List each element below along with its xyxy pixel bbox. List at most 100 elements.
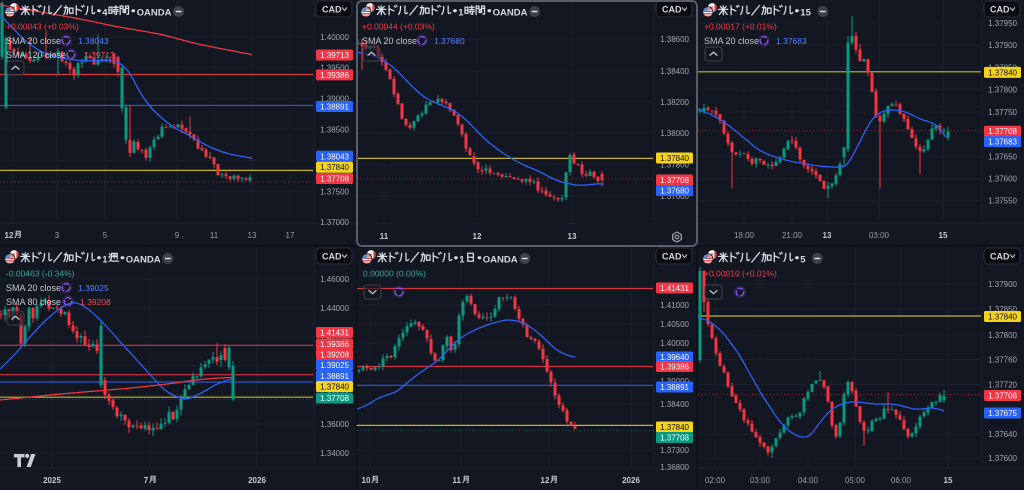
- svg-text:1.41431: 1.41431: [320, 329, 349, 338]
- svg-text:2026: 2026: [248, 476, 266, 485]
- svg-text:17: 17: [286, 231, 295, 240]
- svg-text:1.39000: 1.39000: [320, 95, 349, 104]
- svg-text:10: 10: [362, 476, 371, 485]
- svg-text:1.37800: 1.37800: [988, 331, 1017, 340]
- svg-text:1.37000: 1.37000: [320, 218, 349, 227]
- svg-text:OANDA: OANDA: [493, 8, 528, 19]
- svg-text:CAD: CAD: [990, 5, 1010, 15]
- svg-text:12: 12: [541, 476, 550, 485]
- svg-text:SMA 20 close: SMA 20 close: [704, 36, 759, 46]
- svg-text:1.37600: 1.37600: [988, 454, 1017, 463]
- svg-text:1.38400: 1.38400: [660, 400, 689, 409]
- svg-text:+0.00010 (+0.01%): +0.00010 (+0.01%): [704, 269, 777, 279]
- svg-text:1.37800: 1.37800: [988, 86, 1017, 95]
- svg-text:1.39208: 1.39208: [80, 297, 111, 307]
- svg-text:1.41431: 1.41431: [660, 284, 689, 293]
- svg-text:7: 7: [144, 476, 149, 485]
- svg-text:1.37708: 1.37708: [660, 176, 689, 185]
- svg-text:13: 13: [568, 232, 577, 241]
- svg-text:5: 5: [103, 231, 108, 240]
- svg-text:1.37760: 1.37760: [988, 356, 1017, 365]
- svg-text:1.37840: 1.37840: [320, 163, 349, 172]
- svg-text:SMA 20 close: SMA 20 close: [6, 36, 61, 46]
- svg-text:1.37800: 1.37800: [660, 161, 689, 170]
- svg-text:1.36800: 1.36800: [660, 463, 689, 472]
- svg-text:11: 11: [453, 476, 462, 485]
- svg-text:1.38400: 1.38400: [660, 67, 689, 76]
- svg-text:SMA 80 close: SMA 80 close: [6, 297, 61, 307]
- svg-text:+0.00044 (+0.03%): +0.00044 (+0.03%): [362, 22, 435, 32]
- svg-text:1.37950: 1.37950: [988, 19, 1017, 28]
- svg-text:15: 15: [939, 231, 948, 240]
- svg-text:03:00: 03:00: [750, 476, 771, 485]
- svg-text:1.38043: 1.38043: [320, 152, 349, 161]
- svg-text:SMA 20 close: SMA 20 close: [362, 36, 417, 46]
- svg-text:4: 4: [102, 8, 108, 19]
- svg-text:1.38200: 1.38200: [660, 98, 689, 107]
- svg-text:12: 12: [473, 232, 482, 241]
- svg-text:3: 3: [55, 231, 60, 240]
- svg-text:1.37680: 1.37680: [660, 187, 689, 196]
- svg-text:1: 1: [459, 255, 465, 266]
- svg-text:1.41000: 1.41000: [660, 301, 689, 310]
- svg-text:02:00: 02:00: [705, 476, 726, 485]
- svg-text:1.37708: 1.37708: [320, 175, 349, 184]
- svg-text:CAD: CAD: [322, 5, 342, 15]
- svg-text:1.44000: 1.44000: [320, 304, 349, 313]
- svg-text:+0.00043 (+0.03%): +0.00043 (+0.03%): [6, 22, 79, 32]
- svg-text:1.39208: 1.39208: [320, 351, 349, 360]
- svg-text:1.37840: 1.37840: [988, 68, 1017, 77]
- svg-text:21:00: 21:00: [782, 231, 803, 240]
- svg-text:11: 11: [380, 232, 389, 241]
- svg-text:1.37840: 1.37840: [660, 154, 689, 163]
- svg-text:5: 5: [800, 255, 806, 266]
- svg-text:1.40000: 1.40000: [660, 339, 689, 348]
- svg-text:1.38500: 1.38500: [320, 125, 349, 134]
- svg-text:1.37708: 1.37708: [320, 394, 349, 403]
- svg-text:1.40500: 1.40500: [660, 320, 689, 329]
- svg-text:1: 1: [458, 8, 464, 19]
- svg-text:9: 9: [175, 231, 180, 240]
- svg-text:1.37680: 1.37680: [434, 36, 465, 46]
- svg-text:1.38891: 1.38891: [320, 372, 349, 381]
- svg-text:1.37840: 1.37840: [320, 383, 349, 392]
- svg-text:1.37683: 1.37683: [988, 138, 1017, 147]
- svg-text:1.39386: 1.39386: [320, 71, 349, 80]
- svg-text:1.39640: 1.39640: [660, 353, 689, 362]
- svg-text:1.37300: 1.37300: [660, 446, 689, 455]
- svg-text:12: 12: [5, 231, 14, 240]
- svg-text:1.38891: 1.38891: [320, 103, 349, 112]
- svg-text:1.37675: 1.37675: [988, 409, 1017, 418]
- svg-text:CAD: CAD: [322, 252, 342, 262]
- svg-text:1.37840: 1.37840: [988, 313, 1017, 322]
- svg-text:1.37750: 1.37750: [988, 108, 1017, 117]
- svg-text:15: 15: [800, 8, 811, 19]
- svg-text:1.39713: 1.39713: [84, 50, 115, 60]
- svg-text:03:00: 03:00: [869, 231, 890, 240]
- svg-text:2026: 2026: [622, 476, 640, 485]
- svg-text:11: 11: [210, 231, 219, 240]
- svg-text:1.37708: 1.37708: [988, 127, 1017, 136]
- svg-text:CAD: CAD: [662, 5, 682, 15]
- svg-text:1.38600: 1.38600: [660, 35, 689, 44]
- svg-text:OANDA: OANDA: [483, 255, 518, 266]
- svg-text:1.37708: 1.37708: [660, 434, 689, 443]
- svg-text:1.46000: 1.46000: [320, 275, 349, 284]
- svg-text:1.39386: 1.39386: [660, 363, 689, 372]
- svg-text:1.39500: 1.39500: [320, 64, 349, 73]
- svg-text:1.37708: 1.37708: [988, 392, 1017, 401]
- svg-text:1.37900: 1.37900: [988, 41, 1017, 50]
- svg-text:1.37650: 1.37650: [988, 152, 1017, 161]
- svg-text:OANDA: OANDA: [126, 255, 161, 266]
- svg-text:SMA 20 close: SMA 20 close: [6, 283, 61, 293]
- svg-text:1.40000: 1.40000: [320, 33, 349, 42]
- svg-text:06:00: 06:00: [891, 476, 912, 485]
- svg-text:13: 13: [823, 231, 832, 240]
- svg-text:1.39713: 1.39713: [320, 51, 349, 60]
- svg-text:1.37550: 1.37550: [988, 197, 1017, 206]
- svg-text:CAD: CAD: [990, 252, 1010, 262]
- svg-text:1.36000: 1.36000: [320, 420, 349, 429]
- svg-text:1: 1: [102, 255, 108, 266]
- svg-text:1.37900: 1.37900: [988, 280, 1017, 289]
- svg-text:04:00: 04:00: [798, 476, 819, 485]
